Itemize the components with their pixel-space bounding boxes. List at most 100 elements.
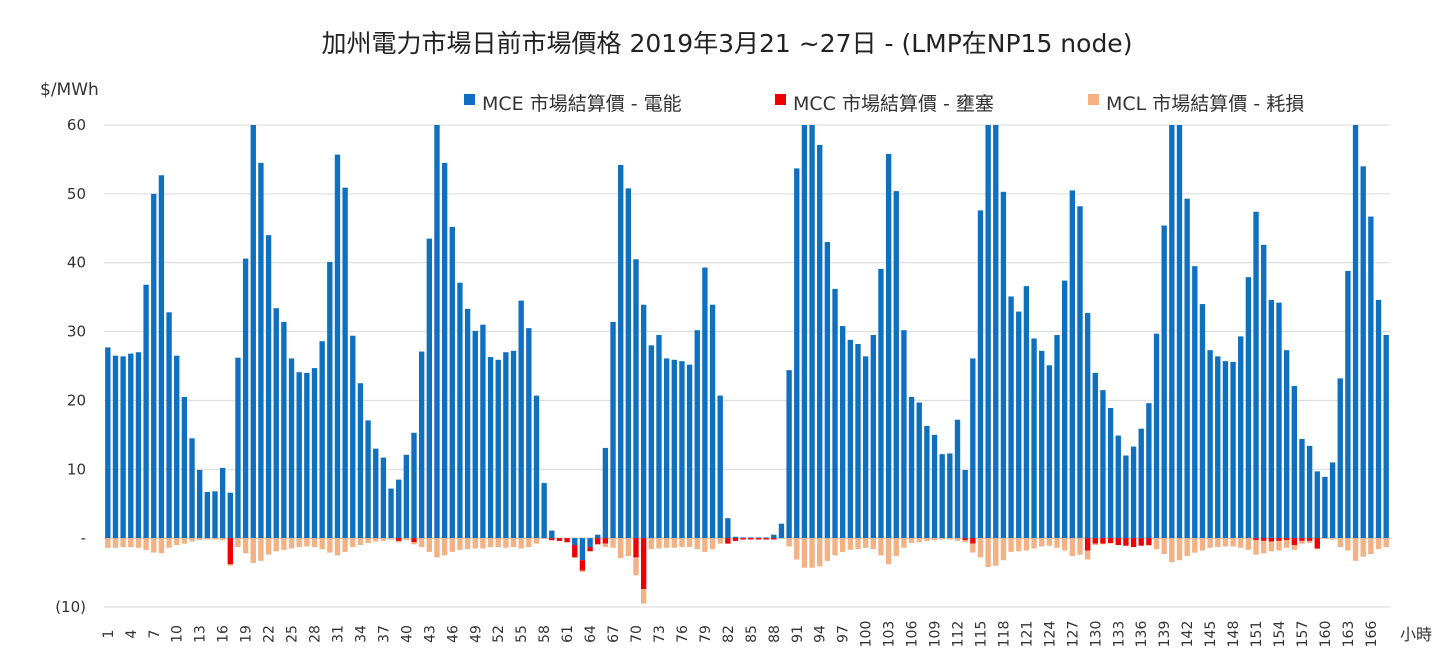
bar-mce: [1337, 378, 1343, 539]
bar-mce: [962, 469, 968, 539]
legend-item: MCC 市場結算價 - 壅塞: [775, 93, 994, 115]
bar-mce: [725, 518, 731, 539]
bar-mcl: [1000, 538, 1007, 561]
bar-mce: [1161, 225, 1167, 539]
x-tick-label: 7: [147, 630, 163, 639]
x-tick-label: 85: [744, 625, 760, 643]
bar-mce: [296, 372, 302, 539]
bar-mce: [120, 356, 126, 539]
x-tick-label: 130: [1088, 621, 1104, 648]
bar-mcl: [464, 538, 471, 550]
bar-mcl: [1245, 538, 1252, 550]
bar-mce: [1230, 361, 1236, 539]
bar-mcl: [426, 538, 433, 552]
bar-mcl: [533, 538, 540, 544]
x-tick-label: 40: [399, 625, 415, 643]
bar-mcl: [579, 570, 586, 572]
x-tick-label: 49: [468, 625, 484, 643]
bar-mce: [1176, 125, 1183, 539]
bar-mcl: [855, 538, 861, 550]
bar-mcl: [273, 538, 279, 552]
bar-mcc: [771, 538, 777, 540]
y-tick-label: 40: [67, 254, 86, 272]
bar-mcl: [1092, 543, 1098, 546]
bar-mcl: [357, 538, 364, 546]
bar-mce: [656, 335, 662, 539]
bar-mcl: [633, 557, 639, 576]
bar-mcl: [885, 538, 892, 565]
x-axis-ticks: 1 4 7 10 13 16 19 22 25 28 31 34 37 40 43 46 49 52 55 58 61 6…: [101, 621, 1380, 648]
bar-mcl: [143, 538, 149, 550]
bar-mcl: [212, 538, 218, 540]
bar-mce: [1283, 350, 1290, 539]
bar-mcl: [931, 538, 938, 541]
bar-mcc: [1276, 538, 1282, 541]
bar-mcc: [595, 538, 601, 545]
bar-mcc: [1261, 538, 1267, 541]
bar-mcc: [732, 538, 739, 541]
bar-mcl: [518, 538, 524, 549]
bar-mce: [449, 226, 455, 539]
bars: [105, 125, 1389, 604]
bar-mce: [1314, 471, 1320, 539]
x-tick-label: 91: [790, 625, 806, 643]
bar-mce: [212, 491, 218, 539]
bar-mce: [893, 191, 899, 539]
x-tick-label: 10: [170, 625, 186, 643]
bar-mce: [235, 357, 241, 539]
bar-mcc: [970, 538, 976, 544]
bar-mce: [824, 242, 831, 539]
bar-mcl: [288, 538, 295, 549]
bar-mcl: [418, 538, 425, 548]
x-tick-label: 148: [1226, 621, 1242, 648]
x-tick-label: 79: [698, 625, 714, 643]
bar-mcl: [1176, 538, 1183, 561]
bar-mce: [112, 355, 119, 539]
x-axis-label: 小時: [1400, 625, 1432, 644]
bar-mce: [587, 538, 593, 548]
bar-mcc: [579, 560, 586, 571]
bar-mce: [434, 125, 440, 539]
bar-mce: [158, 175, 165, 539]
bar-mcl: [985, 538, 991, 568]
bar-mce: [403, 454, 410, 539]
bar-mce: [1016, 311, 1022, 539]
bar-mcl: [1161, 538, 1167, 554]
bar-mce: [732, 536, 739, 539]
bar-mcl: [227, 564, 233, 566]
bar-mcl: [962, 540, 968, 543]
x-tick-label: 133: [1111, 621, 1127, 648]
bar-mcl: [135, 538, 142, 548]
y-tick-label: 20: [67, 391, 86, 409]
bar-mce: [242, 258, 249, 539]
bar-mcl: [694, 538, 700, 550]
bar-mcl: [847, 538, 854, 550]
x-tick-label: 4: [124, 629, 140, 638]
bar-mcl: [510, 538, 517, 548]
bar-mce: [1329, 462, 1336, 539]
bar-mcl: [1192, 538, 1198, 553]
bar-mce: [135, 352, 142, 539]
bar-mce: [847, 339, 854, 539]
bar-mcl: [472, 538, 478, 549]
bar-mcc: [1084, 538, 1091, 551]
bar-mce: [671, 359, 677, 539]
bar-mcc: [1123, 538, 1129, 546]
bar-mcl: [1337, 538, 1343, 548]
bar-mce: [396, 479, 402, 539]
x-tick-label: 145: [1203, 621, 1219, 648]
bar-mce: [357, 383, 364, 539]
x-tick-label: 136: [1134, 621, 1150, 648]
bar-mcl: [1238, 538, 1244, 548]
bar-mcl: [250, 538, 256, 563]
bar-mce: [970, 358, 976, 539]
bar-mcl: [1077, 538, 1083, 555]
x-tick-label: 142: [1180, 621, 1196, 648]
bar-mcl: [908, 538, 915, 543]
bar-mcl: [1016, 538, 1022, 552]
bar-mce: [457, 282, 463, 539]
bar-mce: [908, 396, 915, 539]
bar-mce: [380, 457, 387, 539]
bar-mce: [1368, 216, 1374, 539]
bar-mce: [610, 321, 616, 539]
